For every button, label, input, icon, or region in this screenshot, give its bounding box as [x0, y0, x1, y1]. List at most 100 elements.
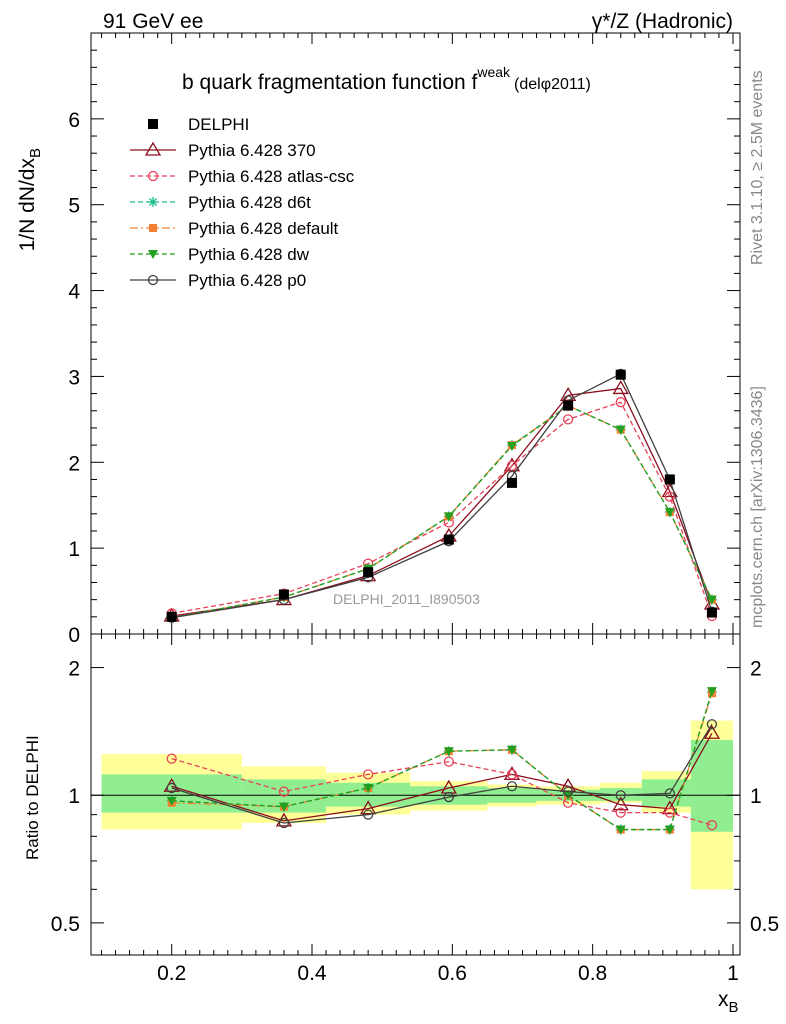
- series-point-main: [615, 397, 626, 408]
- series-point-main: [506, 460, 518, 471]
- y-tick-label-ratio-right: 0.5: [750, 913, 779, 936]
- data-point-shape: [166, 611, 177, 622]
- legend-marker: [144, 141, 162, 156]
- y-tick-label-main: 1: [68, 538, 80, 561]
- ratio-band-stat: [599, 788, 642, 801]
- series-point-ratio: [278, 786, 290, 797]
- series-point-ratio-shape: [166, 782, 177, 794]
- series-point-main: [612, 380, 629, 395]
- series-point-ratio: [362, 769, 374, 780]
- series-point-ratio-shape: [506, 745, 517, 755]
- legend-label: Pythia 6.428 p0: [188, 271, 306, 290]
- series-point-ratio-shape: [166, 753, 177, 764]
- data-point-shape: [615, 369, 626, 380]
- legend-marker-shape: [144, 141, 162, 156]
- legend-marker-shape: [148, 250, 158, 259]
- series-point-ratio: [166, 753, 177, 764]
- data-point-shape: [363, 567, 374, 578]
- data-point: [166, 611, 177, 622]
- legend-marker-shape: [147, 170, 159, 182]
- series-point-ratio: [706, 687, 717, 697]
- legend-label: DELPHI: [188, 115, 249, 134]
- legend-label: Pythia 6.428 atlas-csc: [188, 167, 355, 186]
- y-tick-label-main: 0: [68, 624, 80, 647]
- x-tick-label: 1: [727, 962, 739, 985]
- series-point-main: [562, 414, 574, 425]
- data-point: [443, 534, 454, 545]
- legend-marker-shape: [147, 274, 159, 286]
- chart-title: b quark fragmentation function fweak(del…: [182, 64, 591, 94]
- y-axis-label-main: 1/N dN/dxB: [16, 148, 44, 251]
- series-point-main-shape: [506, 441, 517, 451]
- data-point-shape: [506, 477, 517, 488]
- legend-marker-shape: [149, 224, 157, 232]
- mcplots-label: mcplots.cern.ch [arXiv:1306.3436]: [749, 386, 766, 628]
- series-point-main-shape: [615, 397, 626, 408]
- series-point-main-shape: [706, 595, 717, 605]
- series-point-ratio: [360, 800, 377, 815]
- x-tick-label: 0.6: [438, 962, 467, 985]
- series-point-ratio-shape: [443, 747, 454, 757]
- series-point-main-shape: [506, 460, 518, 471]
- series-point-ratio-shape: [615, 807, 626, 818]
- series-point-ratio-shape: [166, 796, 177, 806]
- series-line-ratio: [171, 732, 713, 822]
- series-point-main-shape: [562, 414, 574, 425]
- series-point-ratio-shape: [706, 719, 718, 730]
- y-tick-label-ratio: 1: [68, 785, 80, 808]
- ratio-plot-frame: [90, 633, 741, 956]
- x-axis-label: xB: [718, 988, 739, 1016]
- series-point-ratio: [661, 800, 678, 815]
- series-point-ratio: [703, 724, 721, 739]
- series-point-ratio: [506, 781, 518, 792]
- series-point-ratio: [363, 784, 374, 794]
- series-point-ratio-shape: [661, 800, 678, 815]
- series-point-ratio-shape: [706, 820, 718, 831]
- legend-marker-shape: [148, 119, 158, 129]
- series-point-ratio-shape: [363, 784, 374, 794]
- series-point-ratio-shape: [362, 809, 374, 820]
- series-point-main-shape: [443, 512, 454, 522]
- ratio-band-stat: [326, 782, 411, 807]
- series-point-ratio: [506, 745, 517, 755]
- legend-marker: [148, 119, 158, 129]
- y-tick-label-ratio-right: 2: [750, 658, 762, 681]
- x-tick-label: 0.2: [157, 962, 186, 985]
- y-tick-label-main: 5: [68, 195, 80, 218]
- y-tick-label-ratio: 0.5: [51, 913, 80, 936]
- series-point-ratio: [664, 788, 675, 799]
- series-point-ratio: [706, 719, 718, 730]
- legend-label: Pythia 6.428 dw: [188, 245, 310, 264]
- data-point: [615, 369, 626, 380]
- legend-marker: [147, 274, 159, 286]
- series-point-ratio-shape: [703, 724, 721, 739]
- series-point-ratio: [664, 825, 675, 835]
- series-line-main: [171, 404, 713, 619]
- series-line-main: [171, 372, 713, 619]
- data-point-shape: [443, 534, 454, 545]
- series-point-ratio: [443, 756, 454, 767]
- data-point: [278, 589, 289, 600]
- series-point-main: [664, 491, 675, 502]
- header-left: 91 GeV ee: [103, 10, 203, 33]
- series-line-ratio: [171, 757, 713, 826]
- ratio-band-stat: [690, 739, 733, 832]
- y-tick-label-main: 6: [68, 109, 80, 132]
- series-point-ratio-shape: [278, 786, 290, 797]
- legend-marker: [148, 197, 158, 207]
- series-point-ratio-shape: [278, 802, 289, 812]
- series-point-ratio-shape: [443, 791, 454, 803]
- series-point-main-shape: [664, 491, 675, 502]
- legend-marker-shape: [148, 197, 158, 207]
- series-point-ratio: [612, 796, 629, 811]
- series-point-ratio-shape: [278, 817, 290, 829]
- series-point-ratio-shape: [360, 800, 377, 815]
- series-point-ratio-shape: [612, 796, 629, 811]
- data-point-shape: [563, 400, 574, 411]
- y-axis-label-ratio: Ratio to DELPHI: [23, 735, 42, 860]
- series-point-main: [443, 512, 454, 522]
- legend-marker: [147, 170, 159, 182]
- analysis-watermark: DELPHI_2011_I890503: [333, 591, 480, 607]
- series-line-main: [171, 404, 713, 619]
